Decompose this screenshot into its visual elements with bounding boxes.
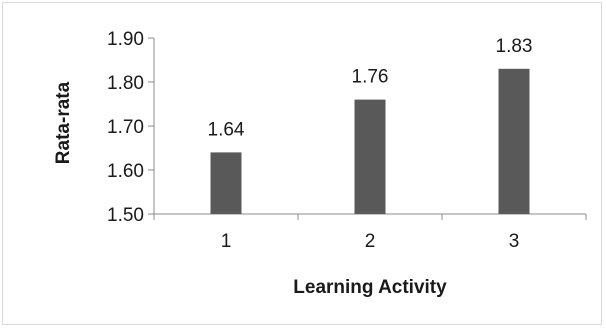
x-axis: 1 2 3 <box>153 213 587 252</box>
chart-frame: 1.50 1.60 1.70 1.80 1.90 1 2 3 1.64 1.76 1.83 Ra… <box>2 2 602 325</box>
y-tick-label: 1.80 <box>107 73 144 94</box>
bars <box>210 68 530 214</box>
data-label: 1.83 <box>496 36 533 57</box>
bar <box>354 99 386 214</box>
bar <box>210 152 242 214</box>
bar <box>498 68 530 214</box>
bar-chart: 1.50 1.60 1.70 1.80 1.90 1 2 3 1.64 1.76 1.83 Ra… <box>53 29 587 298</box>
y-tick-label: 1.90 <box>107 29 144 50</box>
x-tick-label: 1 <box>221 231 232 252</box>
x-tick-label: 2 <box>365 231 376 252</box>
y-axis-title: Rata-rata <box>53 81 74 164</box>
y-tick-label: 1.60 <box>107 161 144 182</box>
data-labels: 1.64 1.76 1.83 <box>208 36 533 141</box>
x-axis-title: Learning Activity <box>293 277 447 298</box>
data-label: 1.76 <box>352 67 389 88</box>
y-tick-label: 1.50 <box>107 205 144 226</box>
x-tick-label: 3 <box>509 231 520 252</box>
y-tick-label: 1.70 <box>107 117 144 138</box>
data-label: 1.64 <box>208 119 245 140</box>
y-axis: 1.50 1.60 1.70 1.80 1.90 <box>107 29 155 226</box>
